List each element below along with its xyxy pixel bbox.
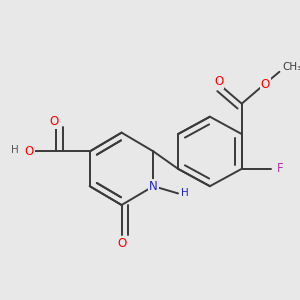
Text: O: O bbox=[117, 237, 126, 250]
Text: H: H bbox=[11, 145, 19, 155]
Text: N: N bbox=[149, 180, 158, 193]
Text: O: O bbox=[214, 76, 223, 88]
Text: O: O bbox=[24, 145, 34, 158]
Text: O: O bbox=[50, 115, 59, 128]
Text: H: H bbox=[182, 188, 189, 198]
Text: O: O bbox=[261, 78, 270, 92]
Text: CH₃: CH₃ bbox=[282, 62, 300, 73]
Text: F: F bbox=[277, 162, 283, 175]
